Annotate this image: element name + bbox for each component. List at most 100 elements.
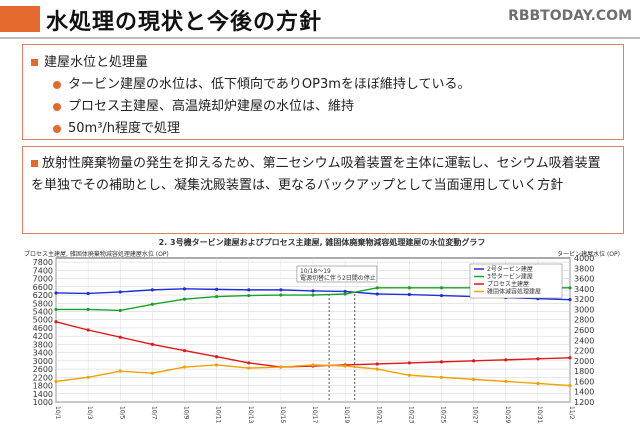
left-tick-label: 7800: [33, 258, 53, 267]
data-point-series-3: [215, 355, 219, 359]
left-tick-label: 1800: [33, 382, 53, 391]
data-point-series-4: [279, 365, 283, 369]
data-point-series-3: [182, 348, 187, 353]
data-point-series-2: [118, 308, 122, 313]
right-tick-label: 2000: [574, 357, 594, 366]
data-point-series-4: [86, 375, 90, 379]
data-point-series-2: [568, 286, 572, 290]
data-point-series-4: [150, 371, 154, 375]
data-point-series-4: [343, 364, 347, 368]
data-point-series-3: [472, 359, 476, 363]
left-tick-label: 1000: [33, 398, 53, 407]
right-tick-label: 1800: [574, 367, 594, 376]
right-tick-label: 3400: [574, 285, 594, 294]
square-bullet-icon: [31, 160, 38, 167]
x-tick-label: 10/5: [118, 406, 125, 420]
data-point-series-3: [247, 361, 251, 365]
chart-title: 2. 3号機タービン建屋およびプロセス主建屋, 雑固体廃棄物減容処理建屋の水位変…: [159, 237, 486, 247]
x-tick-label: 10/25: [440, 406, 447, 423]
data-point-series-3: [375, 362, 379, 366]
data-point-series-1: [439, 293, 444, 298]
right-tick-label: 1600: [574, 377, 594, 386]
title-accent-block: [0, 6, 40, 32]
x-tick-label: 10/13: [247, 406, 254, 423]
data-point-series-2: [439, 286, 444, 290]
x-tick-label: 10/11: [215, 406, 222, 423]
x-tick-label: 10/7: [150, 406, 157, 420]
right-tick-label: 3600: [574, 275, 594, 284]
data-point-series-3: [439, 360, 444, 364]
policy-paragraph: 放射性廃棄物量の発生を抑えるため、第二セシウム吸着装置を主体に運転し、セシウム吸…: [31, 153, 611, 197]
x-tick-label: 10/23: [407, 406, 414, 423]
data-point-series-2: [150, 302, 154, 306]
data-point-series-3: [568, 356, 572, 360]
left-tick-label: 7400: [33, 266, 53, 275]
data-point-series-4: [407, 373, 411, 377]
left-tick-label: 4200: [33, 332, 53, 341]
data-point-series-2: [311, 293, 315, 297]
square-bullet-icon: [31, 59, 38, 66]
right-tick-label: 2200: [574, 347, 594, 356]
data-point-series-1: [407, 292, 411, 297]
data-point-series-3: [407, 361, 411, 365]
data-point-series-2: [247, 293, 251, 298]
status-box: 建屋水位と処理量 タービン建屋の水位は、低下傾向でありOP3mをほぼ維持している…: [22, 44, 624, 140]
data-point-series-3: [504, 358, 508, 362]
data-point-series-4: [118, 369, 122, 373]
data-point-series-1: [86, 291, 90, 296]
chart-svg: 2. 3号機タービン建屋およびプロセス主建屋, 雑固体廃棄物減容処理建屋の水位変…: [24, 237, 620, 423]
data-point-series-1: [279, 288, 283, 292]
data-point-series-4: [439, 375, 444, 379]
list-item-text: 50m³/h程度で処理: [68, 121, 181, 136]
data-point-series-4: [504, 379, 508, 384]
x-tick-label: 10/19: [343, 406, 350, 423]
data-point-series-2: [407, 286, 411, 290]
data-point-series-1: [54, 291, 58, 295]
right-tick-label: 1400: [574, 388, 594, 397]
data-point-series-2: [375, 286, 379, 290]
x-tick-label: 11/2: [568, 406, 575, 420]
data-point-series-3: [536, 357, 540, 361]
x-tick-label: 10/9: [183, 406, 190, 420]
legend-entry: 2号タービン建屋: [487, 265, 533, 273]
data-point-series-1: [247, 288, 251, 292]
data-point-series-1: [375, 292, 379, 296]
site-watermark: RBBTODAY.COM: [508, 8, 632, 24]
right-tick-label: 1200: [574, 398, 594, 407]
left-tick-label: 1400: [33, 390, 53, 399]
left-tick-label: 5800: [33, 299, 53, 308]
x-tick-label: 10/29: [504, 406, 511, 423]
list-item: 50m³/h程度で処理: [53, 117, 180, 136]
section-heading-text: 建屋水位と処理量: [44, 55, 149, 70]
data-point-series-2: [54, 307, 58, 312]
right-tick-label: 3800: [574, 264, 594, 273]
x-tick-label: 10/1: [54, 406, 61, 420]
left-tick-label: 5400: [33, 307, 53, 316]
page-title: 水処理の現状と今後の方針: [46, 10, 323, 35]
right-tick-label: 2800: [574, 316, 594, 325]
title-bar: 水処理の現状と今後の方針 RBBTODAY.COM: [0, 0, 640, 38]
left-tick-label: 3000: [33, 357, 53, 366]
right-tick-label: 2400: [574, 336, 594, 345]
data-point-series-3: [150, 342, 154, 346]
data-point-series-4: [215, 363, 219, 367]
annotation-line: 電源切替に伴う2日間の停止: [300, 274, 376, 282]
round-bullet-icon: [53, 80, 61, 89]
right-tick-label: 4000: [574, 254, 594, 263]
left-tick-label: 7000: [33, 275, 53, 284]
data-point-series-4: [568, 383, 572, 388]
x-tick-label: 10/17: [311, 406, 318, 423]
left-tick-label: 5000: [33, 316, 53, 325]
x-tick-label: 10/27: [472, 406, 479, 423]
right-axis-label: タービン建屋水位 (OP): [557, 250, 620, 258]
annotation-line: 10/18～19: [300, 268, 331, 275]
round-bullet-icon: [53, 124, 61, 133]
legend-entry: プロセス主建屋: [487, 280, 529, 288]
left-tick-label: 4600: [33, 324, 53, 333]
section-heading: 建屋水位と処理量: [31, 51, 148, 70]
data-point-series-2: [182, 297, 187, 301]
data-point-series-1: [118, 290, 122, 294]
policy-text: 放射性廃棄物量の発生を抑えるため、第二セシウム吸着装置を主体に運転し、セシウム吸…: [31, 156, 601, 193]
data-point-series-1: [311, 289, 315, 293]
legend-entry: 3号タービン建屋: [487, 273, 533, 281]
